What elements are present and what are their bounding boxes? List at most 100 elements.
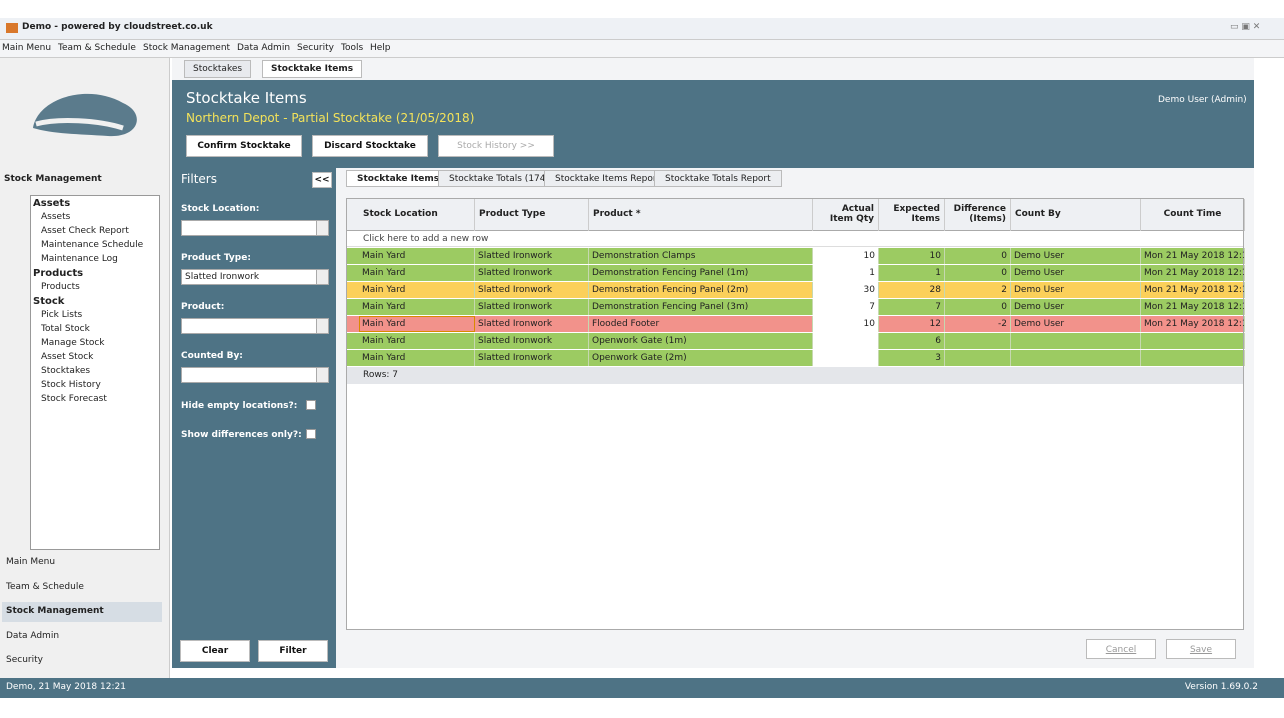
menu-item[interactable]: Help — [370, 43, 391, 53]
nav-button[interactable]: Team & Schedule — [6, 581, 84, 592]
grid-cell — [1141, 350, 1245, 366]
status-bar: Demo, 21 May 2018 12:21 Version 1.69.0.2 — [0, 678, 1284, 698]
page-subtitle: Northern Depot - Partial Stocktake (21/0… — [186, 111, 475, 125]
filter-label: Product: — [181, 302, 225, 312]
filter-dropdown[interactable] — [181, 318, 329, 334]
action-button[interactable]: Save — [1166, 639, 1236, 659]
nav-item[interactable]: Assets — [41, 212, 71, 222]
grid-row[interactable]: Main Yard Slatted Ironwork Flooded Footer 1… — [347, 316, 1245, 333]
grid-cell: Mon 21 May 2018 12:16 — [1141, 265, 1245, 281]
nav-item[interactable]: Pick Lists — [41, 310, 83, 320]
checkbox[interactable] — [306, 400, 316, 410]
nav-item[interactable]: Stocktakes — [41, 366, 91, 376]
grid-cell: 10 — [879, 248, 945, 264]
doc-tab[interactable]: Stocktakes — [184, 60, 252, 78]
column-header[interactable]: Product * — [589, 199, 813, 231]
header-button[interactable]: Confirm Stocktake — [186, 135, 302, 157]
header-panel: Stocktake Items Northern Depot - Partial… — [172, 80, 1254, 168]
dropdown-arrow — [316, 319, 328, 333]
grid-cell: 1 — [813, 265, 879, 281]
grid-cell: Main Yard — [359, 282, 475, 298]
nav-item[interactable]: Products — [41, 282, 80, 292]
grid-cell: Demonstration Fencing Panel (1m) — [589, 265, 813, 281]
nav-item[interactable]: Maintenance Log — [41, 254, 118, 264]
grid-cell: Demo User — [1011, 265, 1141, 281]
filter-dropdown[interactable] — [181, 220, 329, 236]
grid-row[interactable]: Main Yard Slatted Ironwork Openwork Gate (… — [347, 333, 1245, 350]
filter-button[interactable]: Clear — [180, 640, 250, 662]
column-header[interactable]: Count By — [1011, 199, 1141, 231]
grid-row[interactable]: Main Yard Slatted Ironwork Demonstration C… — [347, 248, 1245, 265]
column-header[interactable]: Product Type — [475, 199, 589, 231]
nav-item[interactable]: Maintenance Schedule — [41, 240, 144, 250]
grid-cell — [1011, 333, 1141, 349]
grid-cell: -2 — [945, 316, 1011, 332]
grid-cell: 30 — [813, 282, 879, 298]
grid-cell: Demonstration Clamps — [589, 248, 813, 264]
grid-cell: 2 — [945, 282, 1011, 298]
app-icon — [6, 23, 18, 33]
grid-row[interactable]: Main Yard Slatted Ironwork Openwork Gate (… — [347, 350, 1245, 367]
nav-item[interactable]: Stock History — [41, 380, 101, 390]
action-button[interactable]: Cancel — [1086, 639, 1156, 659]
menu-item[interactable]: Main Menu — [2, 43, 52, 53]
grid-cell: Slatted Ironwork — [475, 350, 589, 366]
nav-button[interactable]: Data Admin — [6, 630, 60, 641]
grid-cell: Slatted Ironwork — [475, 316, 589, 332]
header-button[interactable]: Discard Stocktake — [312, 135, 428, 157]
column-header[interactable]: Expected Items — [879, 199, 945, 231]
column-header[interactable]: Count Time — [1141, 199, 1245, 231]
column-header[interactable]: Stock Location — [359, 199, 475, 231]
dropdown-arrow — [316, 368, 328, 382]
grid-cell: 7 — [813, 299, 879, 315]
grid-cell — [945, 350, 1011, 366]
grid-cell: Slatted Ironwork — [475, 248, 589, 264]
header-button[interactable]: Stock History >> — [438, 135, 554, 157]
nav-item[interactable]: Asset Stock — [41, 352, 94, 362]
menu-item[interactable]: Data Admin — [237, 43, 291, 53]
grid-cell: Demonstration Fencing Panel (3m) — [589, 299, 813, 315]
collapse-button[interactable]: << — [312, 172, 332, 188]
menu-item[interactable]: Stock Management — [143, 43, 231, 53]
nav-item[interactable]: Asset Check Report — [41, 226, 129, 236]
status-left: Demo, 21 May 2018 12:21 — [6, 682, 126, 692]
filter-dropdown[interactable] — [181, 367, 329, 383]
grid-tab[interactable]: Stocktake Items Report — [544, 170, 672, 187]
column-header[interactable]: Actual Item Qty — [813, 199, 879, 231]
filter-button[interactable]: Filter — [258, 640, 328, 662]
grid-row[interactable]: Main Yard Slatted Ironwork Demonstration F… — [347, 265, 1245, 282]
column-header[interactable]: Difference (Items) — [945, 199, 1011, 231]
checkbox[interactable] — [306, 429, 316, 439]
nav-button[interactable]: Security — [6, 655, 43, 665]
grid-tab[interactable]: Stocktake Totals Report — [654, 170, 782, 187]
grid-tab[interactable]: Stocktake Items — [346, 170, 451, 187]
grid-tab[interactable]: Stocktake Totals (174) — [438, 170, 561, 187]
doc-tab[interactable]: Stocktake Items — [262, 60, 363, 78]
menu-item[interactable]: Team & Schedule — [58, 43, 136, 53]
grid-cell: 3 — [879, 350, 945, 366]
new-row[interactable]: Click here to add a new row — [347, 232, 1243, 247]
grid-row[interactable]: Main Yard Slatted Ironwork Demonstration F… — [347, 282, 1245, 299]
doc-tabs: Stocktakes Stocktake Items — [172, 58, 1254, 80]
filter-dropdown[interactable]: Slatted Ironwork — [181, 269, 329, 285]
menu-item[interactable]: Security — [297, 43, 334, 53]
grid-row[interactable]: Main Yard Slatted Ironwork Demonstration F… — [347, 299, 1245, 316]
grid-cell: Mon 21 May 2018 12:16 — [1141, 248, 1245, 264]
nav-button[interactable]: Main Menu — [6, 557, 56, 567]
user-label: Demo User (Admin) — [1158, 95, 1247, 105]
grid-cell: 10 — [813, 316, 879, 332]
menu-item[interactable]: Tools — [341, 43, 364, 53]
nav-button[interactable]: Stock Management — [2, 602, 162, 622]
grid-cell: 0 — [945, 248, 1011, 264]
nav-item[interactable]: Total Stock — [41, 324, 90, 334]
grid-cell: Slatted Ironwork — [475, 265, 589, 281]
nav-item[interactable]: Stock Forecast — [41, 394, 107, 404]
grid-header — [347, 199, 1243, 231]
nav-item[interactable]: Manage Stock — [41, 338, 105, 348]
grid-cell: Slatted Ironwork — [475, 299, 589, 315]
grid-cell: Openwork Gate (2m) — [589, 350, 813, 366]
grid-cell: Main Yard — [359, 333, 475, 349]
window-controls[interactable]: ▭ ▣ ✕ — [1230, 22, 1261, 32]
grid-cell — [813, 350, 879, 366]
